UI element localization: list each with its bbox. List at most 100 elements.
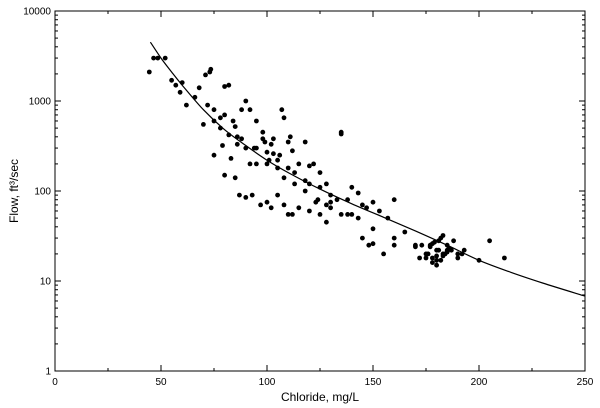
data-point <box>377 208 382 214</box>
y-tick-label: 100 <box>34 187 51 198</box>
data-point <box>287 134 293 140</box>
data-point <box>292 181 297 187</box>
data-point <box>317 212 323 217</box>
x-tick-label: 200 <box>471 377 488 388</box>
data-point <box>444 249 450 255</box>
data-point <box>425 251 431 257</box>
data-point <box>430 255 435 261</box>
data-point <box>264 199 270 205</box>
data-point <box>302 139 308 145</box>
data-point <box>201 122 206 127</box>
data-point <box>239 136 245 142</box>
data-point <box>455 251 461 257</box>
y-axis-label: Flow, ft³/sec <box>7 159 21 223</box>
data-point <box>345 212 350 217</box>
data-point <box>302 178 308 184</box>
data-point <box>419 242 425 248</box>
data-point <box>169 77 175 83</box>
data-point <box>151 55 157 61</box>
data-point <box>459 251 465 257</box>
data-point <box>313 199 319 205</box>
data-point <box>317 184 323 190</box>
data-point <box>232 175 238 181</box>
data-point <box>203 72 208 78</box>
data-point <box>260 129 266 135</box>
data-point <box>146 69 152 75</box>
data-point <box>434 253 439 259</box>
data-point <box>311 161 316 167</box>
data-point <box>271 151 276 157</box>
data-point <box>247 161 253 167</box>
data-point <box>226 132 232 138</box>
data-point <box>307 208 312 214</box>
data-point <box>279 107 285 113</box>
data-point <box>370 226 376 232</box>
data-point <box>222 84 228 89</box>
data-point <box>220 143 225 148</box>
data-point <box>277 152 283 158</box>
data-point <box>232 124 238 129</box>
data-point <box>222 112 228 118</box>
data-point <box>502 255 507 261</box>
data-point <box>417 255 422 261</box>
x-axis-label: Chloride, mg/L <box>281 390 359 404</box>
data-point <box>230 118 236 124</box>
data-point <box>349 212 355 217</box>
data-point <box>440 253 446 259</box>
data-point <box>268 205 274 211</box>
data-point <box>243 195 249 200</box>
data-point <box>192 94 198 100</box>
data-point <box>228 156 234 161</box>
data-point <box>275 192 280 198</box>
x-tick-label: 50 <box>155 377 167 388</box>
data-point <box>440 233 446 238</box>
axis-tick-labels: 0 50 100 150 200 250 1 10 100 1000 10000 <box>23 7 594 389</box>
data-point <box>349 184 355 190</box>
x-tick-label: 150 <box>365 377 382 388</box>
data-point <box>266 157 272 163</box>
data-point <box>355 190 361 196</box>
data-point <box>370 199 376 205</box>
data-point <box>413 244 418 250</box>
x-tick-label: 250 <box>577 377 594 388</box>
data-point <box>271 136 276 142</box>
data-point <box>179 80 185 85</box>
data-point <box>360 235 365 241</box>
data-point <box>385 215 391 221</box>
data-point <box>328 205 333 211</box>
data-point <box>446 246 452 251</box>
data-point <box>292 170 297 176</box>
data-point <box>211 118 217 124</box>
plot-frame <box>54 10 586 372</box>
data-point <box>237 192 242 198</box>
data-point <box>226 82 232 88</box>
data-point <box>196 85 202 91</box>
data-point <box>317 170 323 176</box>
data-point <box>264 161 270 167</box>
data-point <box>461 247 467 253</box>
data-point <box>381 251 386 257</box>
data-point <box>243 98 249 104</box>
data-point <box>184 102 189 108</box>
data-point <box>285 139 291 145</box>
data-point <box>281 115 287 121</box>
data-point <box>334 197 340 203</box>
data-point <box>290 148 295 154</box>
data-point <box>338 131 344 137</box>
y-tick-label: 10000 <box>23 7 51 18</box>
data-point <box>427 242 433 248</box>
data-point <box>234 134 240 140</box>
data-point <box>268 141 274 147</box>
data-point <box>296 205 302 211</box>
data-point <box>328 199 333 205</box>
data-point <box>177 89 183 95</box>
data-point <box>173 82 179 88</box>
data-point <box>487 238 492 244</box>
data-point <box>218 125 223 131</box>
data-point <box>254 118 259 124</box>
data-point <box>243 145 249 151</box>
data-point <box>234 141 240 147</box>
data-point <box>338 212 344 217</box>
data-point <box>328 192 333 198</box>
data-point <box>434 262 439 268</box>
